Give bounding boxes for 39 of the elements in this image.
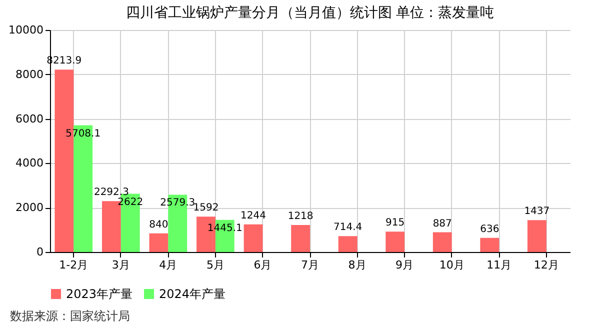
x-tick-label: 10月 bbox=[439, 258, 464, 272]
y-tick-label: 10000 bbox=[8, 24, 44, 36]
data-label: 887 bbox=[432, 218, 452, 230]
y-tick-label: 0 bbox=[36, 246, 44, 258]
data-label: 2292.3 bbox=[94, 187, 129, 198]
x-tick-label: 8月 bbox=[348, 258, 366, 272]
legend-label: 2024年产量 bbox=[159, 287, 226, 301]
bar bbox=[386, 232, 405, 252]
bar bbox=[432, 232, 452, 252]
x-tick-label: 3月 bbox=[112, 258, 130, 272]
data-label: 840 bbox=[149, 219, 168, 230]
x-tick-label: 5月 bbox=[206, 258, 224, 272]
x-tick-label: 4月 bbox=[159, 258, 178, 272]
data-label: 636 bbox=[480, 224, 500, 235]
data-label: 1592 bbox=[193, 202, 219, 214]
x-tick-label: 9月 bbox=[396, 258, 414, 272]
bar bbox=[338, 236, 358, 252]
y-tick-label: 6000 bbox=[16, 112, 44, 126]
y-tick-label: 8000 bbox=[16, 68, 44, 81]
bar bbox=[527, 220, 546, 252]
x-tick-label: 1-2月 bbox=[59, 258, 88, 272]
bar bbox=[291, 224, 310, 252]
x-tick-label: 11月 bbox=[486, 258, 512, 272]
data-label: 915 bbox=[386, 218, 405, 229]
legend-label: 2023年产量 bbox=[66, 287, 133, 301]
y-tick-label: 4000 bbox=[16, 156, 44, 170]
bar bbox=[149, 233, 168, 252]
bar bbox=[244, 224, 263, 252]
bar bbox=[480, 238, 500, 252]
data-label: 1218 bbox=[288, 210, 314, 222]
source-note: 数据来源：国家统计局 bbox=[10, 308, 130, 325]
data-label: 1437 bbox=[524, 206, 550, 218]
y-tick-label: 2000 bbox=[16, 201, 44, 214]
data-label: 1244 bbox=[240, 210, 266, 222]
data-label: 714.4 bbox=[334, 222, 362, 234]
x-tick-label: 12月 bbox=[534, 258, 559, 272]
x-tick-label: 7月 bbox=[301, 258, 319, 272]
chart-title: 四川省工业锅炉产量分月（当月值）统计图 单位：蒸发量吨 bbox=[126, 5, 494, 21]
x-tick-label: 6月 bbox=[254, 258, 272, 272]
